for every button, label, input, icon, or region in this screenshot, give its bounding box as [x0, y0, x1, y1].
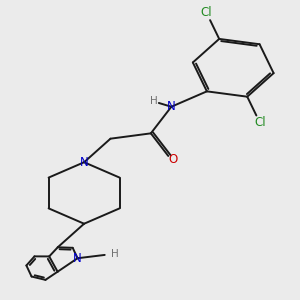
Text: H: H	[111, 249, 119, 259]
Text: N: N	[167, 100, 176, 113]
Text: N: N	[73, 252, 82, 265]
Text: Cl: Cl	[254, 116, 266, 129]
Text: O: O	[169, 153, 178, 166]
Text: H: H	[150, 96, 158, 106]
Text: N: N	[80, 156, 88, 169]
Text: Cl: Cl	[201, 7, 212, 20]
